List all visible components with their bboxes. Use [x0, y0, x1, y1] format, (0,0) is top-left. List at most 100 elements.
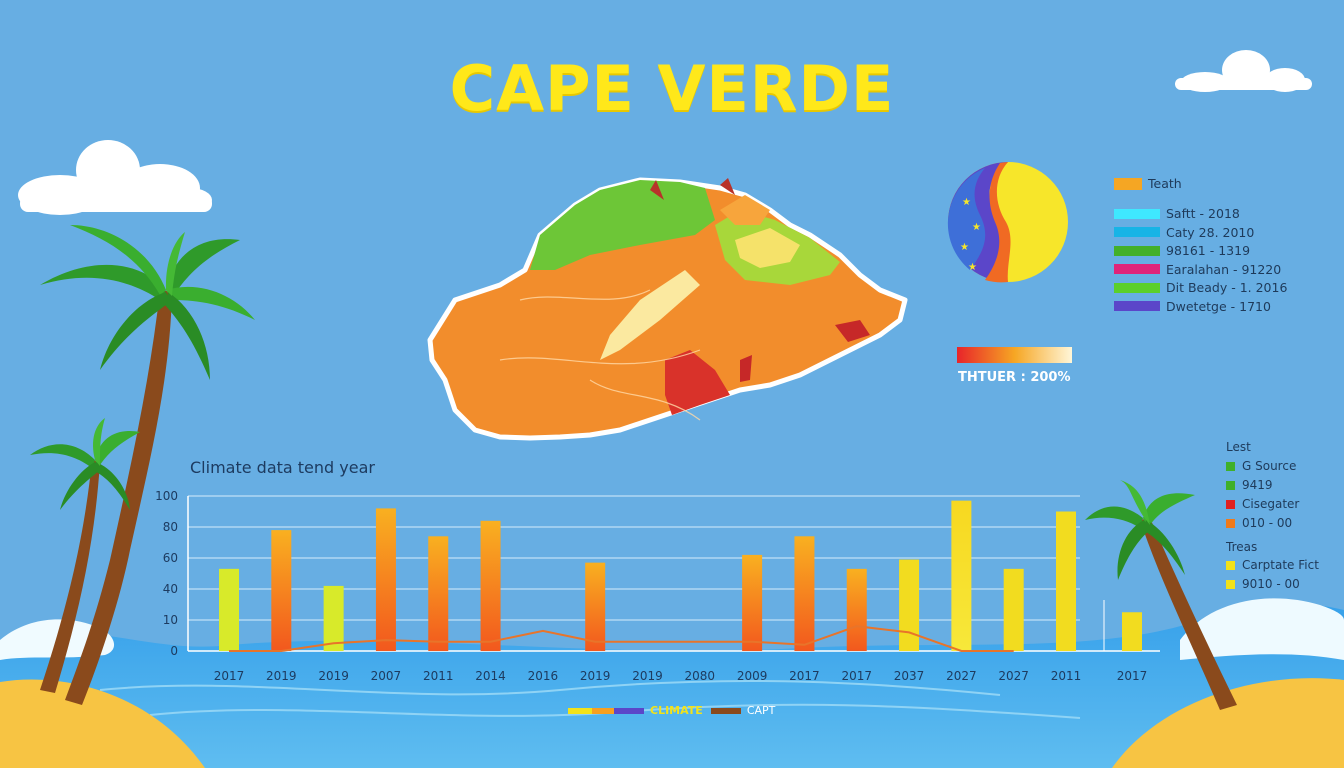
legend-swatch [1114, 245, 1160, 256]
side-legend-item: 9010 - 00 [1226, 577, 1300, 591]
x-tick-label: 2027 [946, 669, 977, 683]
bar [742, 554, 763, 651]
bottom-legend-label: CLIMATE [650, 704, 703, 717]
bar [1003, 568, 1024, 651]
x-tick-label: 2080 [685, 669, 716, 683]
x-tick-label: 2011 [1051, 669, 1082, 683]
bar [480, 520, 501, 651]
legend-swatch [1226, 480, 1235, 490]
bar [1122, 612, 1142, 651]
x-tick-label: 2019 [580, 669, 611, 683]
legend-swatch [568, 707, 592, 714]
x-tick-label: 2014 [475, 669, 506, 683]
legend-swatch [1114, 208, 1160, 219]
legend-swatch [1114, 227, 1160, 237]
y-tick-label: 100 [155, 489, 178, 503]
legend-item: Dit Beady - 1. 2016 [1114, 280, 1287, 295]
svg-text:★: ★ [972, 222, 981, 233]
x-tick-label: 2037 [894, 669, 925, 683]
bottom-legend: CLIMATE CAPT [568, 704, 775, 717]
bottom-legend-label: CAPT [746, 704, 776, 717]
legend-item-label: Caty 28. 2010 [1166, 224, 1255, 240]
x-tick-label: 2009 [737, 669, 768, 683]
legend-swatch [1114, 264, 1160, 274]
side-legend-item: Cisegater [1226, 497, 1299, 511]
side-legend-item-label: 9010 - 00 [1242, 577, 1300, 591]
legend-item: Earalahan - 91220 [1114, 262, 1281, 277]
palm-tree-icon [1085, 480, 1237, 710]
bar [951, 500, 972, 651]
palm-tree-icon [30, 418, 140, 693]
legend-item-label: 98161 - 1319 [1166, 243, 1251, 258]
sand-right [1112, 678, 1344, 768]
legend-swatch [710, 707, 741, 714]
x-tick-label: 2017 [789, 669, 820, 683]
cloud-icon [1175, 50, 1312, 92]
bar [271, 530, 292, 651]
island-heat-map [427, 177, 908, 441]
legend-swatch [614, 707, 644, 714]
legend-item-label: Earalahan - 91220 [1166, 261, 1282, 277]
x-tick-label: 2011 [423, 669, 454, 683]
legend-item-label: Saftt - 2018 [1166, 206, 1240, 221]
x-tick-label: 2007 [371, 669, 402, 683]
legend-item-label: Dit Beady - 1. 2016 [1166, 280, 1288, 295]
x-tick-label: 2017 [214, 669, 245, 683]
side-legend-item-label: Carptate Fict [1242, 558, 1319, 572]
bar [794, 536, 815, 651]
x-tick-label: 2027 [998, 669, 1029, 683]
legend-heading-label: Teath [1148, 176, 1182, 191]
legend-swatch [1114, 301, 1160, 311]
x-tick-label: 2017 [841, 669, 872, 683]
svg-text:★: ★ [968, 262, 977, 273]
heat-scale-label: THTUER : 200% [958, 370, 1071, 385]
wave-crest-right [1180, 598, 1344, 660]
legend-swatch [1226, 461, 1235, 471]
legend-heading: Teath [1114, 176, 1182, 191]
side-legend-item-label: G Source [1242, 459, 1297, 473]
palm-tree-icon [40, 225, 255, 705]
bar [899, 559, 920, 651]
heat-scale-bar [957, 347, 1072, 363]
side-legend-item-label: 9419 [1242, 478, 1273, 492]
legend-item: Dwetetge - 1710 [1114, 299, 1271, 314]
side-legend-item: Carptate Fict [1226, 558, 1319, 572]
side-legend-heading: Treas [1226, 540, 1258, 554]
y-tick-label: 0 [170, 644, 178, 658]
bar [846, 568, 867, 651]
legend-swatch [1226, 579, 1235, 589]
legend-item: 98161 - 1319 [1114, 243, 1250, 258]
bar [375, 508, 396, 651]
legend-swatch [1114, 177, 1142, 190]
y-tick-label: 60 [163, 551, 178, 565]
svg-text:★: ★ [960, 242, 969, 253]
side-legend-item-label: Cisegater [1242, 497, 1300, 511]
side-legend-item: 9419 [1226, 478, 1273, 492]
side-legend-item: G Source [1226, 459, 1296, 473]
y-tick-label: 40 [163, 582, 178, 596]
x-tick-label: 2019 [632, 669, 663, 683]
emblem-pie: ★ ★ ★ ★ [947, 162, 1068, 283]
wave-line [99, 679, 1001, 696]
legend-item: Saftt - 2018 [1114, 206, 1240, 221]
x-tick-label: 2016 [528, 669, 559, 683]
legend-swatch [1114, 282, 1160, 293]
bar [219, 568, 239, 651]
bar [428, 536, 449, 651]
bar [323, 585, 344, 651]
side-legend-item: 010 - 00 [1226, 516, 1292, 530]
line-series [229, 625, 1014, 652]
svg-text:★: ★ [962, 197, 971, 208]
cloud-icon [18, 140, 212, 215]
side-legend-item-label: 010 - 00 [1242, 516, 1293, 530]
sand-left [0, 679, 205, 768]
side-legend-heading: Lest [1226, 440, 1251, 454]
legend-swatch [592, 707, 614, 714]
x-tick-label: 2019 [318, 669, 349, 683]
legend-swatch [1226, 518, 1235, 528]
y-tick-label: 10 [163, 613, 178, 627]
page-title: CAPE VERDE [449, 52, 895, 125]
legend-swatch [1226, 560, 1235, 570]
legend-item-label: Dwetetge - 1710 [1166, 298, 1271, 314]
